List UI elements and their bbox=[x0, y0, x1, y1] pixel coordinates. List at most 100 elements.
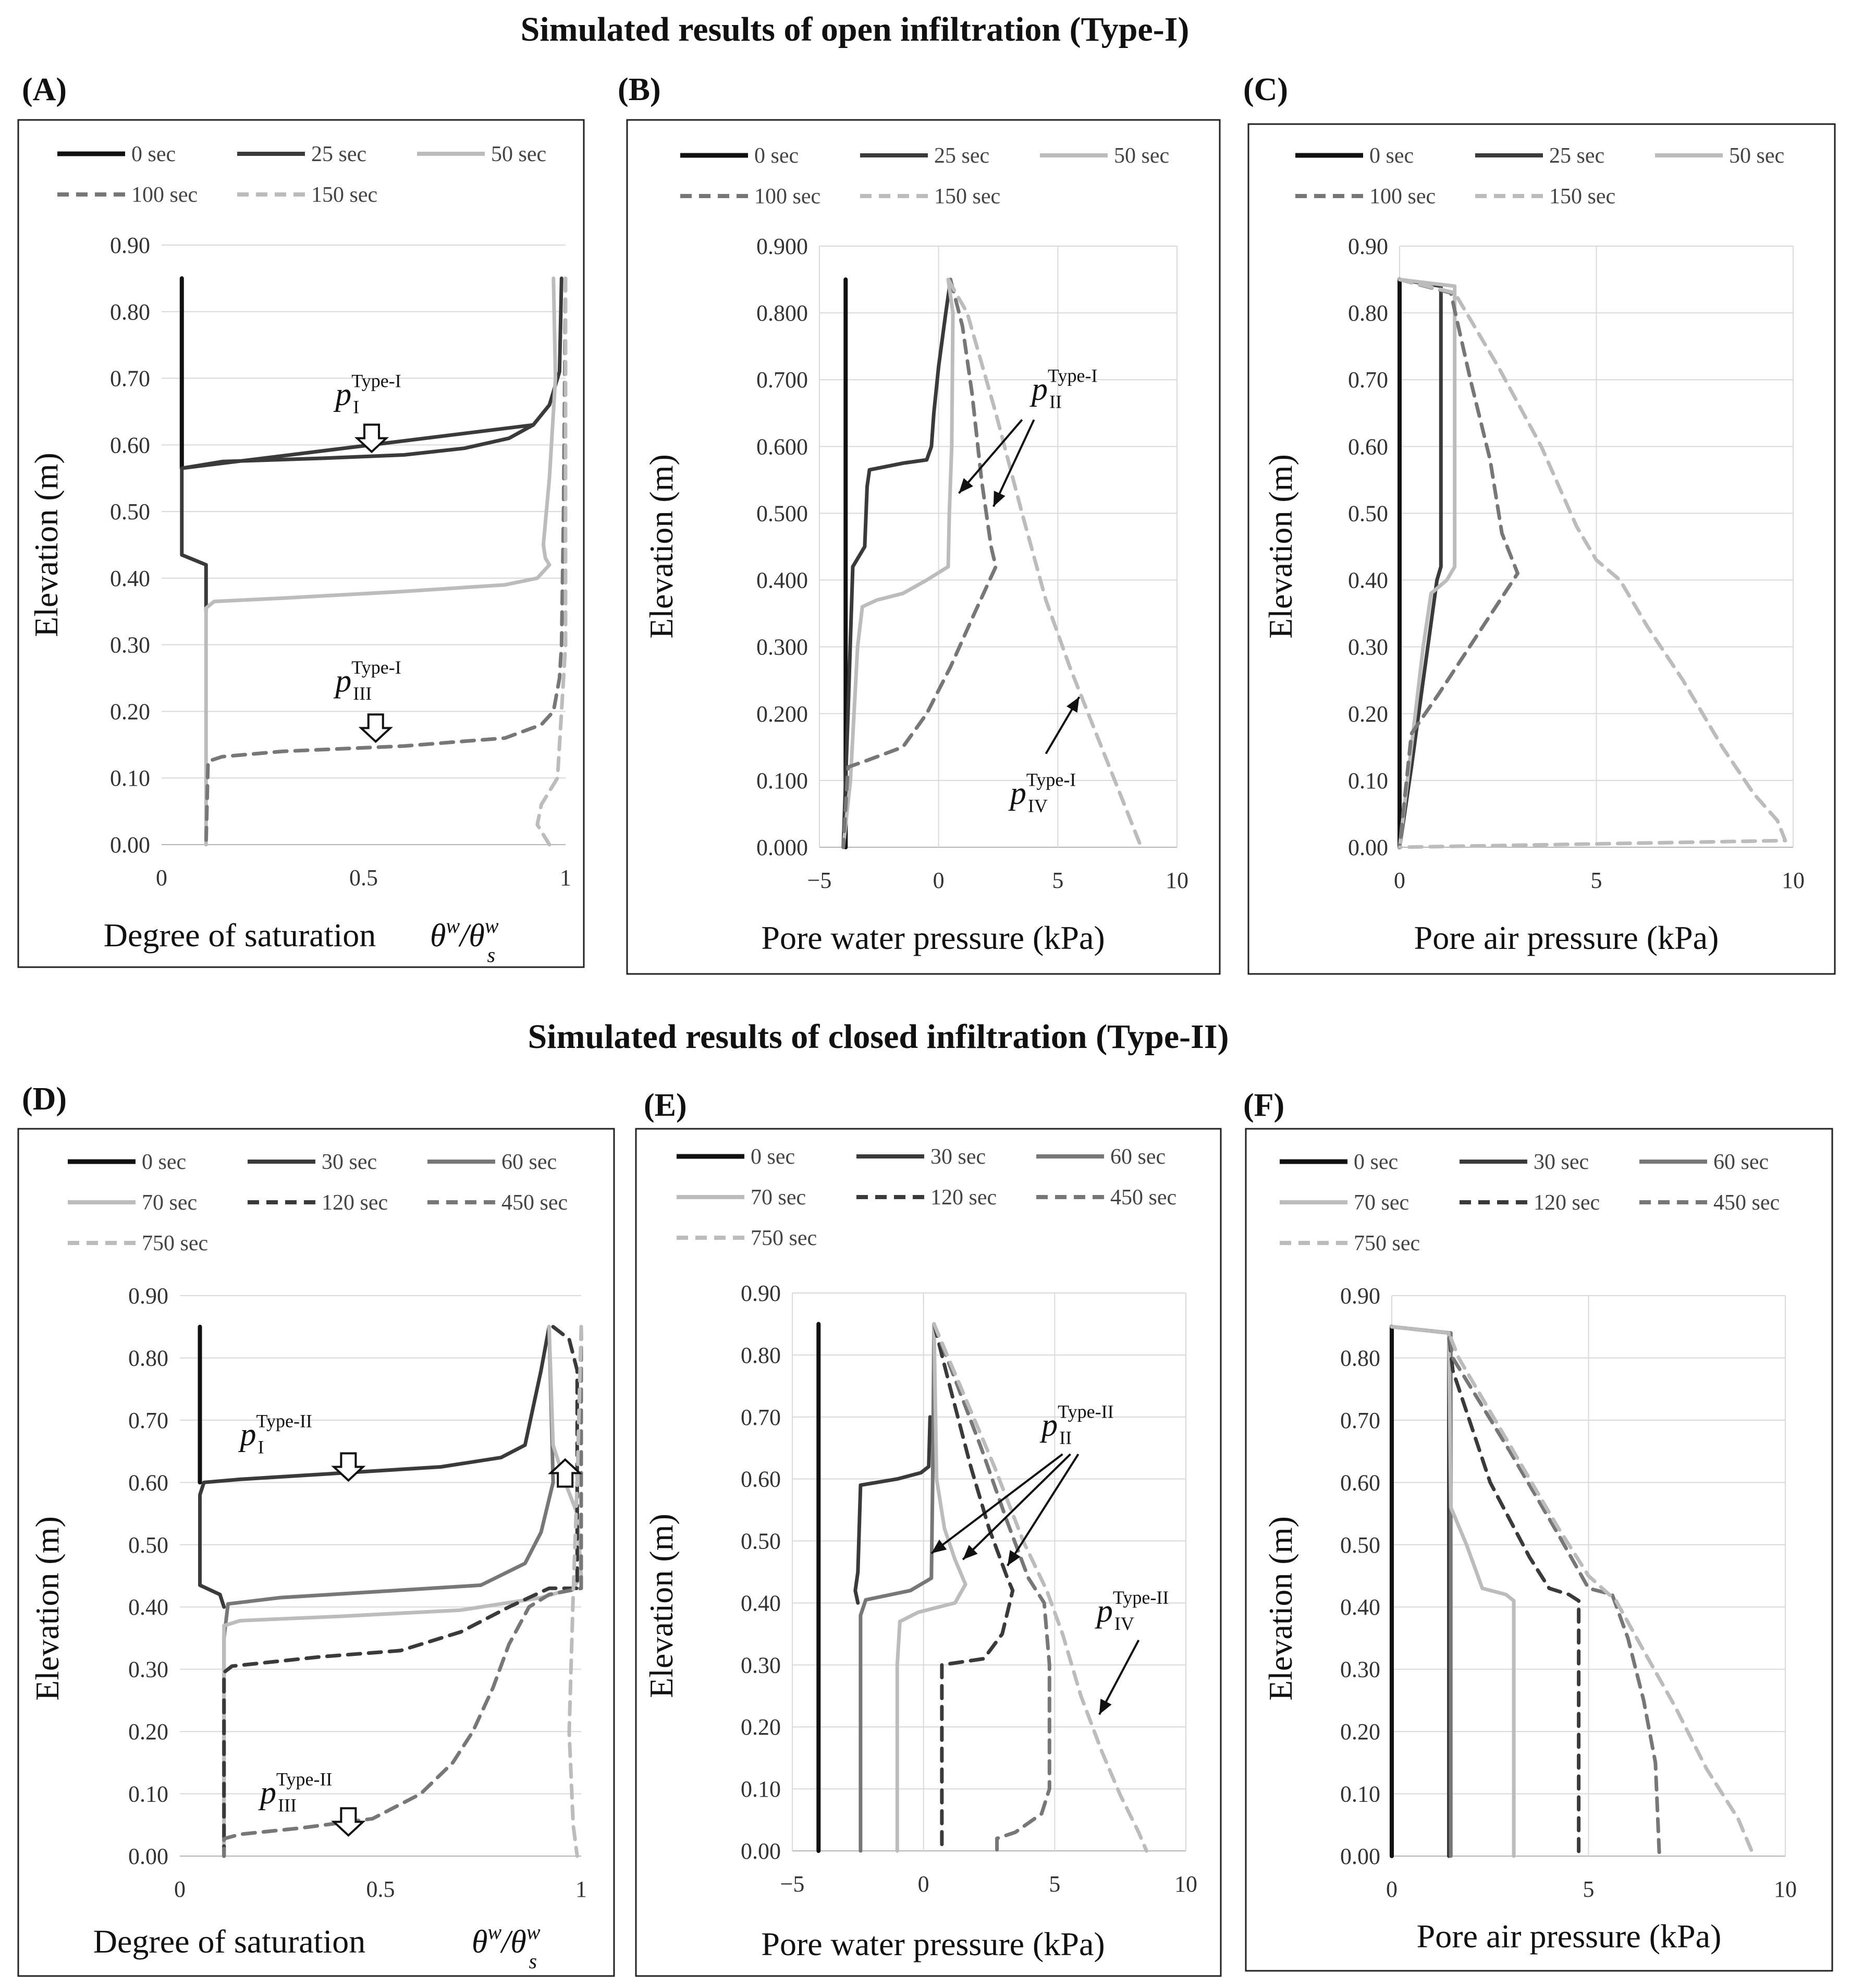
y-tick-label: 0.90 bbox=[741, 1280, 781, 1306]
annotation-base: p bbox=[1095, 1593, 1113, 1629]
y-tick-label: 0.50 bbox=[128, 1532, 168, 1558]
annotation-label: pType-I bbox=[333, 657, 401, 699]
x-tick-label: 5 bbox=[1052, 868, 1063, 893]
legend-label: 25 sec bbox=[934, 144, 989, 168]
series-line-60-sec bbox=[859, 1322, 936, 1853]
x-tick-label: 0 bbox=[918, 1871, 929, 1897]
y-tick-label: 0.80 bbox=[128, 1345, 168, 1371]
legend-label: 70 sec bbox=[1354, 1191, 1409, 1215]
math-part: θ bbox=[472, 1924, 487, 1960]
chart-panel-d: (D)0.000.100.200.300.400.500.600.700.800… bbox=[17, 1081, 615, 1977]
series-line-120-sec bbox=[222, 1325, 579, 1858]
x-tick-label: 0 bbox=[174, 1876, 186, 1902]
annotation-arrow-line bbox=[1007, 1454, 1080, 1567]
y-tick-label: 0.30 bbox=[741, 1652, 781, 1678]
x-tick-label: −5 bbox=[807, 868, 832, 893]
annotation-label: pType-II bbox=[1039, 1401, 1113, 1443]
panel-frame bbox=[17, 1128, 615, 1977]
annotation-base: p bbox=[333, 377, 351, 412]
y-tick-label: 0.50 bbox=[1348, 501, 1388, 526]
legend-label: 30 sec bbox=[930, 1145, 986, 1169]
annotation-sub: III bbox=[278, 1795, 297, 1815]
y-tick-label: 0.00 bbox=[741, 1838, 781, 1864]
arrowhead-icon bbox=[963, 1545, 978, 1560]
y-tick-label: 0.80 bbox=[1348, 300, 1388, 326]
x-tick-label: 1 bbox=[575, 1876, 587, 1902]
y-tick-label: 0.60 bbox=[1340, 1470, 1380, 1495]
math-part: w bbox=[487, 1920, 501, 1944]
annotation-sub: I bbox=[258, 1437, 264, 1458]
legend-label: 150 sec bbox=[934, 185, 1000, 209]
y-tick-label: 0.60 bbox=[110, 432, 150, 458]
y-tick-label: 0.200 bbox=[756, 701, 808, 727]
y-tick-label: 0.100 bbox=[756, 768, 808, 794]
x-axis-label: Pore air pressure (kPa) bbox=[1414, 919, 1719, 956]
x-axis-label: Pore water pressure (kPa) bbox=[761, 1925, 1105, 1962]
arrowhead-icon bbox=[1099, 1699, 1112, 1715]
chart-panel-c: (C) 0.00 0.10 0.20 0.30 0.40 0.50 0.60 0.70 0.80 0… bbox=[1243, 72, 1836, 975]
panel-label: (C) bbox=[1243, 72, 1288, 107]
panel-frame bbox=[17, 119, 585, 968]
y-tick-label: 0.40 bbox=[1340, 1594, 1380, 1620]
y-axis-label: Elevation (m) bbox=[28, 453, 65, 637]
arrowhead-icon bbox=[1007, 1550, 1021, 1566]
legend-label: 70 sec bbox=[751, 1186, 806, 1210]
y-tick-label: 0.90 bbox=[1340, 1283, 1380, 1309]
legend-label: 450 sec bbox=[1713, 1191, 1780, 1215]
series-line-50-sec bbox=[204, 276, 558, 847]
chart-panel-b: (B) 0.000 0.100 0.200 0.300 0.400 0.500 0.600 0.… bbox=[618, 72, 1221, 975]
arrowhead-icon bbox=[993, 491, 1006, 507]
series-line-50-sec bbox=[841, 277, 955, 849]
y-tick-label: 0.10 bbox=[1340, 1782, 1380, 1807]
annotation-base: p bbox=[258, 1775, 276, 1810]
series-line-120-sec bbox=[932, 1322, 1015, 1853]
y-tick-label: 0.30 bbox=[1340, 1657, 1380, 1682]
x-tick-label: 5 bbox=[1049, 1871, 1060, 1897]
legend-label: 50 sec bbox=[491, 142, 546, 166]
y-tick-label: 0.600 bbox=[756, 434, 808, 459]
annotation-arrow-line bbox=[962, 1453, 1071, 1560]
legend-label: 100 sec bbox=[1369, 185, 1436, 209]
panel-frame bbox=[1247, 123, 1836, 975]
arrowhead-icon bbox=[931, 1539, 947, 1554]
annotation-sub: II bbox=[1059, 1427, 1072, 1448]
annotation-sup: Type-I bbox=[351, 657, 401, 678]
math-part: /θ bbox=[458, 918, 485, 954]
series-line-25-sec bbox=[841, 277, 952, 849]
math-part: s bbox=[487, 943, 496, 967]
y-tick-label: 0.70 bbox=[110, 366, 150, 392]
y-tick-label: 0.90 bbox=[110, 233, 150, 258]
x-tick-label: 0 bbox=[933, 868, 945, 893]
annotation-sub: IV bbox=[1028, 796, 1048, 816]
legend-label: 50 sec bbox=[1729, 144, 1784, 168]
x-tick-label: 10 bbox=[1782, 868, 1805, 893]
y-tick-label: 0.50 bbox=[741, 1529, 781, 1554]
figure-title-top: Simulated results of open infiltration (… bbox=[521, 10, 1190, 48]
y-tick-label: 0.30 bbox=[1348, 635, 1388, 660]
y-tick-label: 0.800 bbox=[756, 300, 808, 326]
annotation-sup: Type-I bbox=[351, 371, 401, 392]
legend-label: 120 sec bbox=[322, 1191, 388, 1215]
legend-label: 750 sec bbox=[751, 1226, 817, 1250]
y-tick-label: 0.70 bbox=[1348, 367, 1388, 393]
down-arrow-icon bbox=[354, 423, 389, 454]
legend-label: 150 sec bbox=[311, 183, 377, 207]
legend-label: 0 sec bbox=[751, 1145, 795, 1169]
panels-group: (A)0.000.100.200.300.400.500.600.700.800… bbox=[17, 72, 1836, 1977]
series-line-450-sec bbox=[932, 1322, 1051, 1853]
math-part: w bbox=[446, 914, 460, 937]
y-tick-label: 0.20 bbox=[741, 1714, 781, 1740]
y-tick-label: 0.500 bbox=[756, 501, 808, 526]
annotation-sub: II bbox=[1049, 392, 1062, 412]
panel-frame bbox=[635, 1128, 1222, 1977]
x-tick-label: 5 bbox=[1591, 868, 1602, 893]
legend-label: 100 sec bbox=[754, 185, 820, 209]
annotation-base: p bbox=[1039, 1407, 1058, 1443]
annotation-label: pType-I bbox=[333, 371, 401, 412]
y-axis-label: Elevation (m) bbox=[643, 454, 680, 639]
arrowhead-icon bbox=[1067, 697, 1080, 713]
legend-label: 60 sec bbox=[501, 1150, 557, 1174]
y-tick-label: 0.90 bbox=[1348, 234, 1388, 259]
series-line-750-sec bbox=[932, 1322, 1148, 1853]
up-arrow-icon bbox=[548, 1458, 583, 1488]
